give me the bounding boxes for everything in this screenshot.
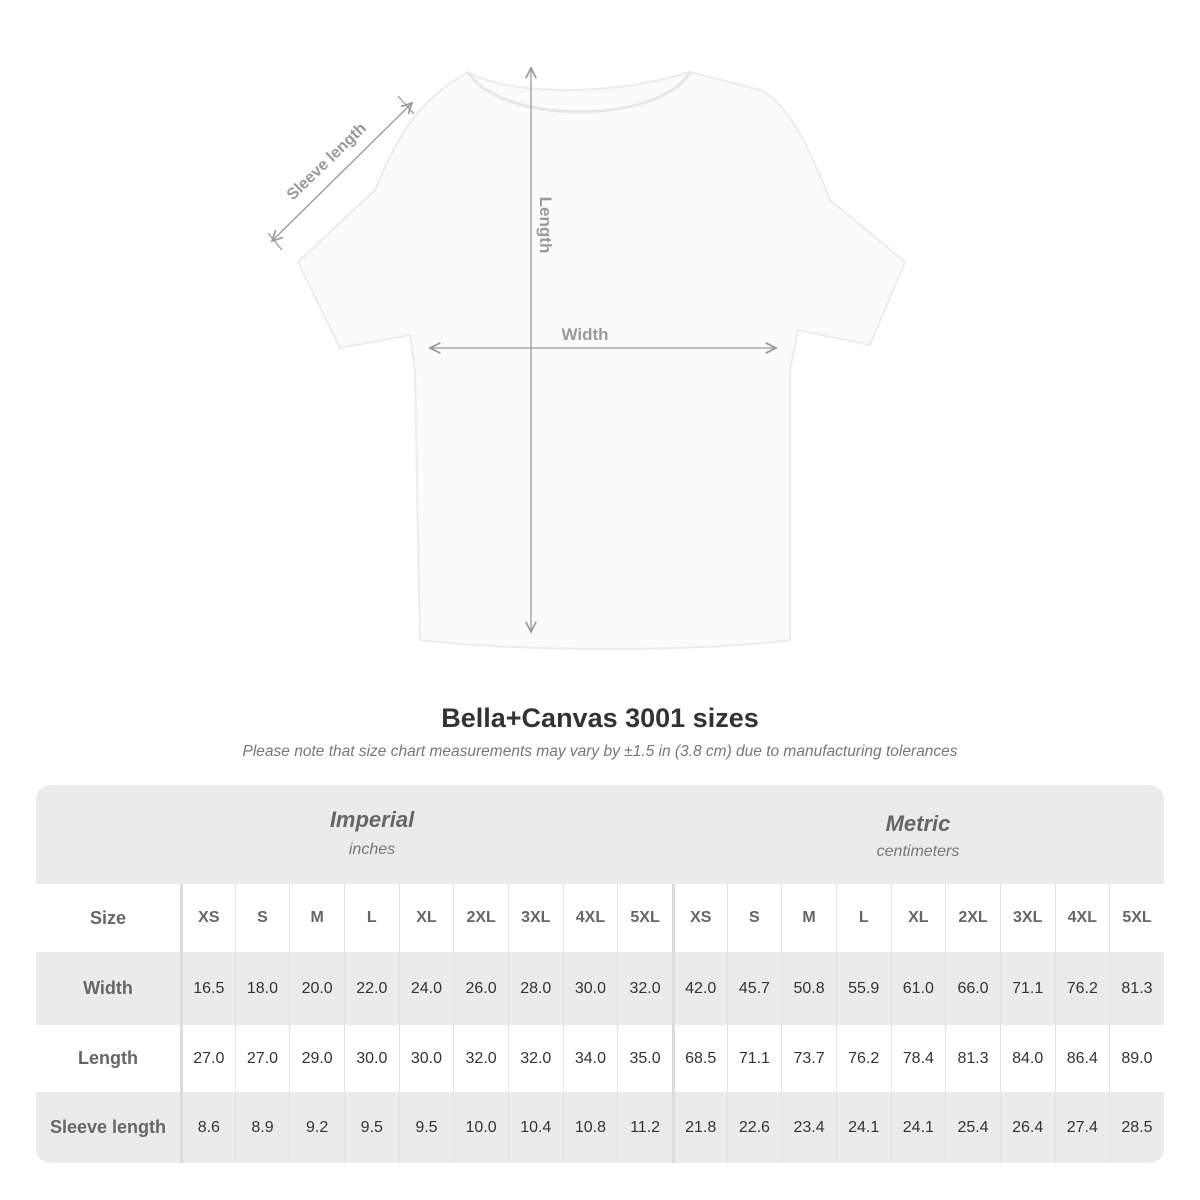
table-cell: 32.0 [453,1025,508,1092]
table-cell: 8.6 [180,1092,235,1163]
table-cell: 10.4 [507,1092,563,1163]
table-cell: 20.0 [289,952,344,1025]
table-cell: 30.0 [343,1025,399,1092]
row-label: Width [83,978,133,998]
sleeve-arrow [272,103,412,241]
table-cell: 27.4 [1054,1092,1110,1163]
table-cell: 18.0 [234,952,290,1025]
width-label: Width [561,325,608,344]
table-cell: 73.7 [781,1025,836,1092]
table-cell: 35.0 [617,1025,672,1092]
table-cell: 76.2 [835,1025,891,1092]
tshirt-shape [296,70,907,650]
row-label: Size [89,907,127,928]
size-header-cell: XL [398,884,454,952]
size-header-cell: 4XL [1054,884,1110,952]
size-header-cell: 5XL [1109,884,1164,952]
table-cell: 26.4 [999,1092,1055,1163]
metric-title: Metric [885,811,951,836]
imperial-header: Imperial inches [180,807,564,859]
table-cell: 11.2 [617,1092,672,1163]
table-cell: 86.4 [1054,1025,1110,1092]
table-cell: 28.0 [507,952,563,1025]
table-cell: 28.5 [1109,1092,1164,1163]
size-header-cell: 2XL [453,884,508,952]
table-row: Sleeve length 8.6 8.9 9.2 9.5 9.5 10.0 10.4 10.8… [36,1092,1164,1163]
table-cell: 26.0 [453,952,508,1025]
table-cell: 32.0 [507,1025,563,1092]
tolerance-note: Please note that size chart measurements… [242,743,958,760]
table-cell: 34.0 [562,1025,618,1092]
tshirt-diagram: Length Width Sleeve length [267,0,907,650]
table-cell: 55.9 [835,952,891,1025]
size-header-cell: XS [671,884,727,952]
size-header-cell: M [289,884,344,952]
length-label: Length [536,197,555,254]
table-cell: 24.1 [835,1092,891,1163]
table-cell: 71.1 [726,1025,782,1092]
table-cell: 9.5 [343,1092,399,1163]
size-chart-title: Bella+Canvas 3001 sizes [441,703,759,733]
table-cell: 30.0 [398,1025,454,1092]
table-cell: 66.0 [945,952,1000,1025]
table-cell: 24.0 [398,952,454,1025]
table-row: Length 27.0 27.0 29.0 30.0 30.0 32.0 32.0 34.0 35… [36,1025,1164,1092]
sleeve-label: Sleeve length [284,120,370,204]
table-cell: 30.0 [562,952,618,1025]
table-cell: 81.3 [1109,952,1164,1025]
size-header-cell: 3XL [999,884,1055,952]
size-header-cell: 5XL [617,884,672,952]
size-header-cell: 2XL [945,884,1000,952]
table-cell: 81.3 [945,1025,1000,1092]
size-header-row: Size XS S M L XL 2XL 3XL 4XL 5XL XS S M L XL 2XL 3XL 4XL 5… [36,884,1164,952]
table-cell: 9.5 [398,1092,454,1163]
table-cell: 21.8 [671,1092,727,1163]
table-cell: 24.1 [890,1092,946,1163]
metric-header: Metric centimeters [672,811,1164,861]
size-header-cell: XS [180,884,235,952]
table-cell: 76.2 [1054,952,1110,1025]
table-cell: 8.9 [234,1092,290,1163]
table-cell: 27.0 [234,1025,290,1092]
table-cell: 10.8 [562,1092,618,1163]
size-header-cell: S [234,884,290,952]
table-cell: 23.4 [781,1092,836,1163]
row-label: Sleeve length [49,1117,167,1137]
size-header-cell: M [781,884,836,952]
table-row: Width 16.5 18.0 20.0 22.0 24.0 26.0 28.0 30.0 32.… [36,952,1164,1025]
imperial-title: Imperial [329,807,415,832]
size-table: Imperial inches Metric centimeters Size X… [36,785,1164,1163]
table-cell: 89.0 [1109,1025,1164,1092]
size-header-cell: L [835,884,891,952]
metric-unit: centimeters [876,843,960,860]
size-header-cell: L [343,884,399,952]
table-cell: 29.0 [289,1025,344,1092]
table-cell: 84.0 [999,1025,1055,1092]
table-cell: 61.0 [890,952,946,1025]
table-cell: 22.0 [343,952,399,1025]
table-cell: 68.5 [671,1025,727,1092]
size-header-cell: XL [890,884,946,952]
table-cell: 42.0 [671,952,727,1025]
row-label: Length [78,1048,138,1068]
table-cell: 10.0 [453,1092,508,1163]
unit-header-band: Imperial inches Metric centimeters [36,785,1164,884]
table-cell: 78.4 [890,1025,946,1092]
imperial-unit: inches [348,841,396,858]
size-header-cell: 3XL [507,884,563,952]
table-cell: 25.4 [945,1092,1000,1163]
table-cell: 45.7 [726,952,782,1025]
table-cell: 50.8 [781,952,836,1025]
table-cell: 27.0 [180,1025,235,1092]
table-cell: 16.5 [180,952,235,1025]
size-header-cell: 4XL [562,884,618,952]
size-header-cell: S [726,884,782,952]
table-cell: 71.1 [999,952,1055,1025]
table-cell: 22.6 [726,1092,782,1163]
table-cell: 9.2 [289,1092,344,1163]
table-cell: 32.0 [617,952,672,1025]
